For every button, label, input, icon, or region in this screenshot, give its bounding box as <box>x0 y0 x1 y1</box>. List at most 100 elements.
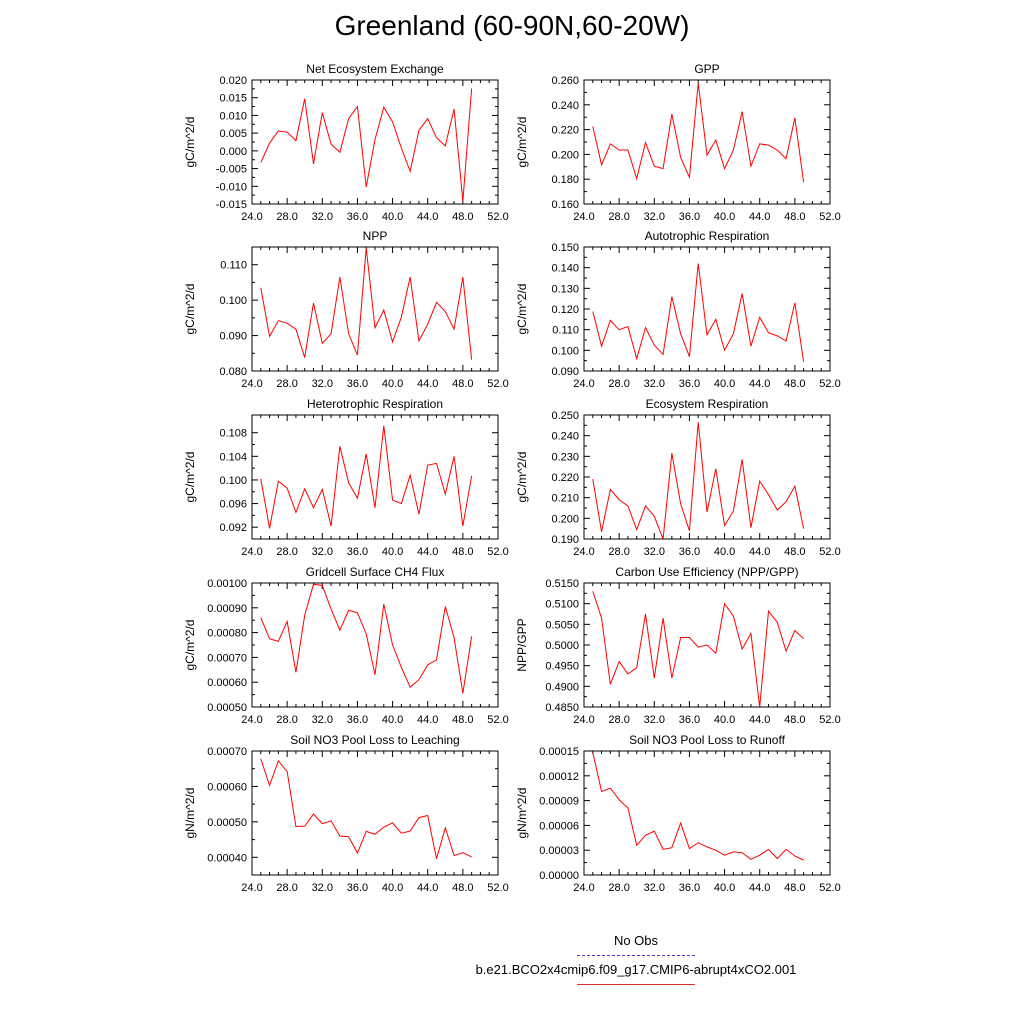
x-tick-label: 28.0 <box>608 546 629 558</box>
y-tick-label: 0.090 <box>551 366 579 378</box>
y-tick-label: 0.100 <box>219 475 247 487</box>
y-tick-label: 0.240 <box>551 100 579 112</box>
y-axis-label: gC/m^2/d <box>515 452 529 503</box>
y-tick-label: 0.250 <box>551 410 579 422</box>
x-tick-label: 36.0 <box>347 714 368 726</box>
y-tick-label: 0.5050 <box>545 619 579 631</box>
y-tick-label: 0.230 <box>551 451 579 463</box>
y-tick-label: 0.090 <box>219 331 247 343</box>
x-tick-label: 52.0 <box>819 378 840 390</box>
series-line <box>260 758 472 859</box>
x-tick-label: 24.0 <box>241 882 262 894</box>
y-tick-label: 0.160 <box>551 199 579 211</box>
series-line <box>260 247 473 360</box>
y-tick-label: 0.260 <box>551 75 579 87</box>
y-axis-label: NPP/GPP <box>515 618 529 671</box>
x-tick-label: 36.0 <box>679 714 700 726</box>
x-tick-label: 32.0 <box>312 211 333 223</box>
x-tick-label: 40.0 <box>714 546 735 558</box>
y-tick-label: 0.00070 <box>207 652 247 664</box>
legend-run-line <box>577 984 695 985</box>
x-tick-label: 48.0 <box>784 378 805 390</box>
x-tick-label: 32.0 <box>312 378 333 390</box>
x-tick-label: 36.0 <box>347 546 368 558</box>
panel-5: Heterotrophic Respiration 24.0 28.0 32.0 36.… <box>183 397 509 558</box>
y-tick-label: 0.200 <box>551 513 579 525</box>
x-tick-label: 32.0 <box>644 714 665 726</box>
x-tick-label: 44.0 <box>417 378 438 390</box>
y-tick-label: 0.00003 <box>539 845 579 857</box>
y-tick-label: -0.015 <box>216 199 247 211</box>
y-tick-label: 0.00080 <box>207 628 247 640</box>
x-tick-label: 44.0 <box>417 882 438 894</box>
series-line <box>592 422 805 540</box>
y-tick-label: 0.5100 <box>545 599 579 611</box>
x-tick-label: 36.0 <box>679 211 700 223</box>
x-tick-label: 24.0 <box>573 378 594 390</box>
panel-6: Ecosystem Respiration 24.0 28.0 32.0 36.0 40.… <box>515 397 841 558</box>
x-tick-label: 44.0 <box>417 211 438 223</box>
y-tick-label: 0.5150 <box>545 578 579 590</box>
x-tick-label: 40.0 <box>382 882 403 894</box>
panel-frame <box>251 246 499 372</box>
y-tick-label: 0.130 <box>551 283 579 295</box>
y-tick-label: 0.015 <box>219 93 247 105</box>
x-tick-label: 52.0 <box>819 882 840 894</box>
y-axis-label: gN/m^2/d <box>515 788 529 839</box>
y-axis-label: gC/m^2/d <box>183 452 197 503</box>
x-tick-label: 36.0 <box>679 378 700 390</box>
panel-1: Net Ecosystem Exchange 24.0 28.0 32.0 36.0 40… <box>183 62 509 223</box>
y-axis-label: gC/m^2/d <box>515 117 529 168</box>
x-tick-label: 40.0 <box>714 882 735 894</box>
x-tick-label: 32.0 <box>312 546 333 558</box>
y-tick-label: -0.010 <box>216 181 247 193</box>
y-tick-label: 0.110 <box>220 260 247 272</box>
y-tick-label: 0.150 <box>551 242 579 254</box>
y-axis-label: gC/m^2/d <box>183 620 197 671</box>
x-tick-label: 24.0 <box>241 714 262 726</box>
panel-title: Net Ecosystem Exchange <box>306 62 444 76</box>
panel-7: Gridcell Surface CH4 Flux 24.0 28.0 32.0 36.… <box>183 565 509 726</box>
y-tick-label: 0.00000 <box>539 870 579 882</box>
x-tick-label: 44.0 <box>749 211 770 223</box>
x-tick-label: 52.0 <box>819 546 840 558</box>
y-tick-label: 0.190 <box>551 534 579 546</box>
x-tick-label: 24.0 <box>241 378 262 390</box>
panel-frame <box>583 414 831 540</box>
x-tick-label: 44.0 <box>417 714 438 726</box>
panel-title: Ecosystem Respiration <box>646 397 769 411</box>
x-tick-label: 32.0 <box>644 378 665 390</box>
x-tick-label: 48.0 <box>452 546 473 558</box>
x-tick-label: 48.0 <box>452 378 473 390</box>
x-tick-label: 52.0 <box>819 714 840 726</box>
y-axis-label: gC/m^2/d <box>183 117 197 168</box>
y-tick-label: 0.00060 <box>207 781 247 793</box>
x-tick-label: 40.0 <box>382 211 403 223</box>
panel-title: Carbon Use Efficiency (NPP/GPP) <box>615 565 798 579</box>
x-tick-label: 40.0 <box>714 378 735 390</box>
y-tick-label: 0.108 <box>219 428 247 440</box>
y-tick-label: 0.100 <box>219 295 247 307</box>
x-tick-label: 36.0 <box>347 882 368 894</box>
x-tick-label: 28.0 <box>608 882 629 894</box>
x-tick-label: 52.0 <box>487 546 508 558</box>
x-tick-label: 32.0 <box>312 882 333 894</box>
panel-8: Carbon Use Efficiency (NPP/GPP) 24.0 28.0 3… <box>515 565 841 726</box>
x-tick-label: 28.0 <box>276 546 297 558</box>
y-tick-label: 0.00070 <box>207 746 247 758</box>
y-tick-label: 0.00050 <box>207 702 247 714</box>
x-tick-label: 44.0 <box>749 714 770 726</box>
x-tick-label: 40.0 <box>382 378 403 390</box>
x-tick-label: 52.0 <box>487 714 508 726</box>
y-tick-label: 0.00040 <box>207 852 247 864</box>
y-tick-label: 0.4950 <box>545 661 579 673</box>
y-tick-label: 0.210 <box>551 493 579 505</box>
panel-title: Gridcell Surface CH4 Flux <box>306 565 445 579</box>
panel-frame <box>251 750 499 876</box>
y-tick-label: 0.005 <box>219 128 247 140</box>
x-tick-label: 48.0 <box>452 211 473 223</box>
panel-10: Soil NO3 Pool Loss to Runoff 24.0 28.0 32.0… <box>515 733 841 894</box>
x-tick-label: 32.0 <box>312 714 333 726</box>
x-tick-label: 48.0 <box>452 714 473 726</box>
x-tick-label: 28.0 <box>608 211 629 223</box>
